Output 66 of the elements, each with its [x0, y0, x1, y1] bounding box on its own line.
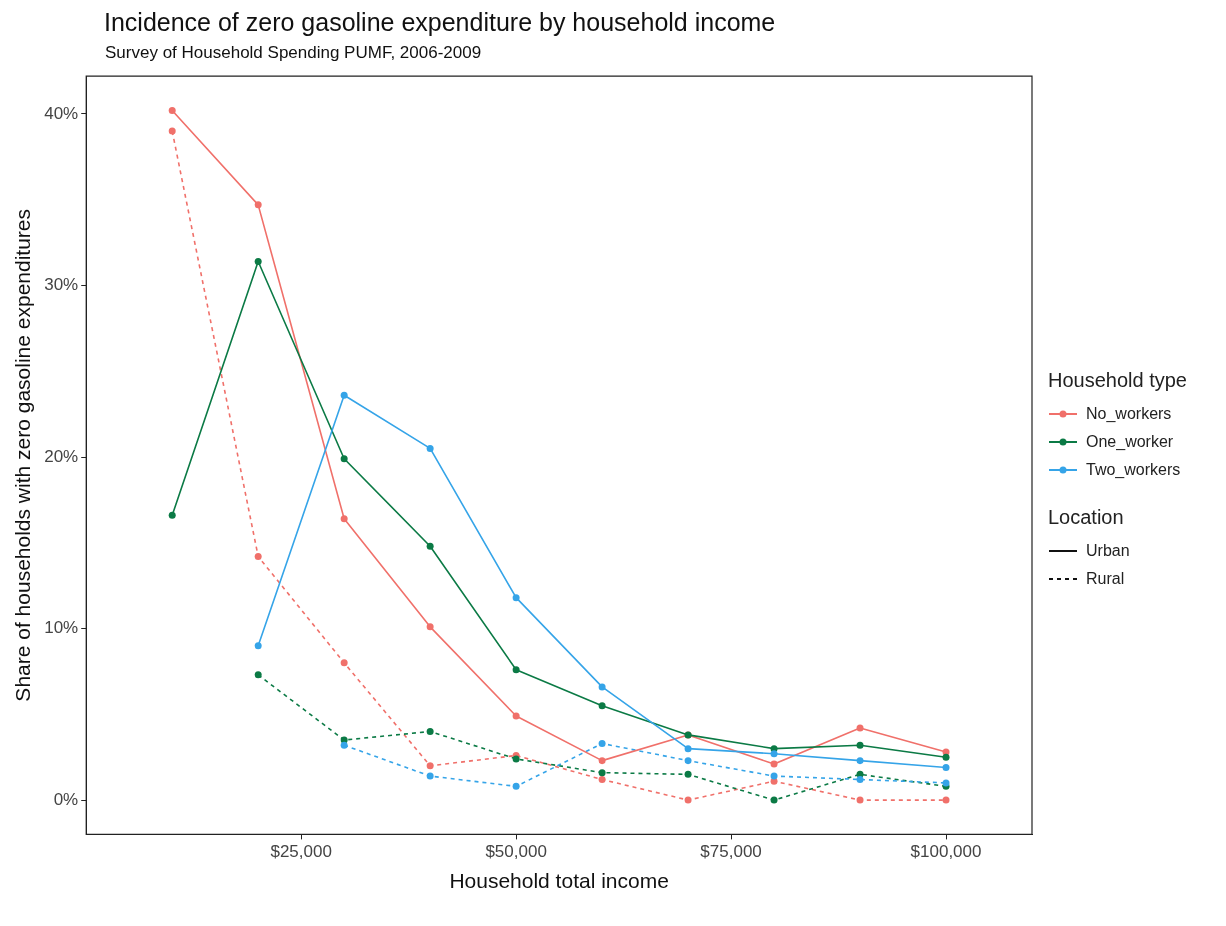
- point: [254, 257, 262, 265]
- x-axis-title: Household total income: [449, 869, 669, 893]
- point: [512, 712, 520, 720]
- point: [942, 764, 950, 771]
- point: [598, 702, 606, 710]
- point: [426, 542, 434, 550]
- x-tick-label: $100,000: [910, 842, 982, 862]
- point: [942, 796, 950, 804]
- chart-title: Incidence of zero gasoline expenditure by household income: [104, 8, 777, 37]
- point: [254, 642, 262, 650]
- legend-label: No_workers: [1086, 405, 1172, 423]
- point: [598, 739, 606, 747]
- point: [340, 659, 348, 667]
- x-tick-label: $75,000: [700, 842, 762, 862]
- point: [770, 760, 778, 768]
- point: [512, 755, 520, 763]
- x-tick-label: $50,000: [485, 842, 547, 862]
- chart-subtitle: Survey of Household Spending PUMF, 2006-2009: [105, 43, 483, 63]
- point: [770, 796, 778, 804]
- y-tick-label: 20%: [44, 446, 79, 466]
- point: [684, 796, 692, 804]
- point: [512, 666, 520, 674]
- point: [598, 757, 606, 765]
- point: [684, 757, 692, 765]
- y-axis-title: Share of households with zero gasoline expenditures: [11, 208, 35, 702]
- text: Urban: [1086, 542, 1130, 560]
- text: Location: [1048, 506, 1124, 528]
- y-tick-label: 0%: [53, 789, 79, 809]
- y-tick-label: 40%: [44, 103, 79, 123]
- point: [340, 391, 348, 399]
- text: Household type: [1048, 369, 1187, 391]
- point: [770, 750, 778, 758]
- point: [942, 753, 950, 761]
- text: Rural: [1086, 570, 1125, 588]
- point: [856, 724, 864, 732]
- point: [340, 455, 348, 463]
- point: [340, 741, 348, 749]
- point: [426, 772, 434, 780]
- point: [254, 553, 262, 561]
- y-tick-label: 10%: [44, 618, 79, 638]
- point: [770, 772, 778, 780]
- point: [512, 782, 520, 790]
- point: [168, 107, 176, 115]
- point: [856, 741, 864, 749]
- point: [856, 796, 864, 804]
- point: [856, 757, 864, 765]
- legend-label: Two_workers: [1086, 461, 1181, 479]
- legend-label: One_worker: [1086, 433, 1174, 451]
- y-tick-label: 30%: [44, 275, 79, 295]
- point: [598, 776, 606, 784]
- point: [598, 683, 606, 691]
- point: [426, 623, 434, 631]
- point: [168, 511, 176, 519]
- point: [512, 594, 520, 602]
- point: [684, 770, 692, 778]
- point: [340, 515, 348, 523]
- point: [426, 762, 434, 770]
- point: [426, 727, 434, 735]
- x-tick-label: $25,000: [270, 842, 332, 862]
- point: [598, 769, 606, 777]
- point: [168, 127, 176, 135]
- point: [684, 745, 692, 753]
- point: [254, 671, 262, 679]
- point: [856, 776, 864, 784]
- point: [254, 201, 262, 209]
- point: [426, 444, 434, 452]
